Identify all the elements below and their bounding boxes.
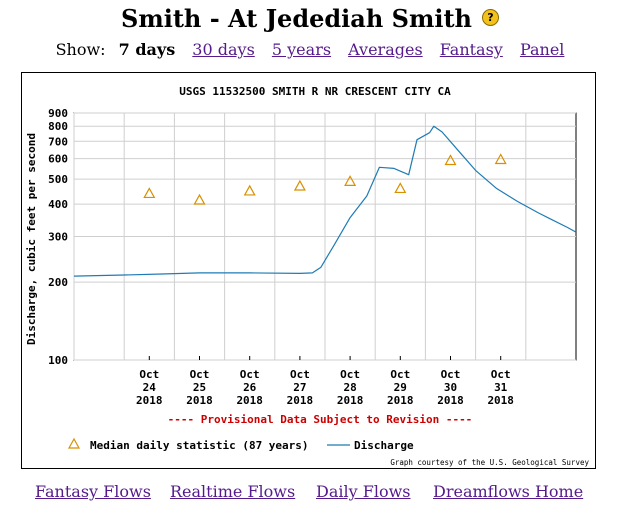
y-tick-label: 700 [48, 135, 68, 148]
x-tick-day: 31 [494, 381, 508, 394]
legend-median-label: Median daily statistic (87 years) [90, 439, 309, 452]
link-5-years[interactable]: 5 years [271, 40, 332, 59]
y-tick-label: 200 [48, 276, 68, 289]
y-tick-label: 500 [48, 173, 68, 186]
y-tick-label: 900 [48, 107, 68, 120]
link-panel[interactable]: Panel [519, 40, 565, 59]
show-nav: Show: 7 days 30 days 5 years Averages Fa… [0, 40, 620, 59]
x-tick-year: 2018 [136, 394, 163, 407]
median-marker [143, 187, 156, 199]
legend-discharge-label: Discharge [354, 439, 414, 452]
y-tick-label: 800 [48, 120, 68, 133]
x-tick-day: 25 [193, 381, 206, 394]
graph-frame: USGS 11532500 SMITH R NR CRESCENT CITY C… [21, 72, 596, 469]
grid [73, 112, 576, 361]
x-tick-year: 2018 [437, 394, 464, 407]
link-averages[interactable]: Averages [348, 40, 423, 59]
chart-title: USGS 11532500 SMITH R NR CRESCENT CITY C… [179, 85, 451, 98]
median-marker [394, 182, 407, 194]
link-fantasy[interactable]: Fantasy [439, 40, 503, 59]
x-tick-month: Oct [390, 368, 410, 381]
x-tick-year: 2018 [387, 394, 414, 407]
x-tick-year: 2018 [487, 394, 514, 407]
y-tick-label: 300 [48, 231, 68, 244]
x-tick-year: 2018 [287, 394, 314, 407]
x-tick-month: Oct [290, 368, 310, 381]
y-tick-label: 400 [48, 198, 68, 211]
x-tick-month: Oct [139, 368, 159, 381]
x-tick-day: 26 [243, 381, 257, 394]
provisional-note: ---- Provisional Data Subject to Revisio… [168, 413, 473, 426]
y-tick-label: 600 [48, 153, 68, 166]
discharge-chart: USGS 11532500 SMITH R NR CRESCENT CITY C… [25, 85, 589, 467]
x-tick-month: Oct [441, 368, 461, 381]
show-label: Show: [55, 40, 106, 59]
median-marker [494, 153, 507, 165]
x-tick-day: 24 [143, 381, 157, 394]
x-tick-month: Oct [340, 368, 360, 381]
usgs-credit: Graph courtesy of the U.S. Geological Su… [390, 458, 589, 467]
title-row: Smith - At Jedediah Smith? [0, 4, 620, 38]
x-tick-day: 30 [444, 381, 457, 394]
link-30-days[interactable]: 30 days [192, 40, 255, 59]
x-tick-year: 2018 [337, 394, 364, 407]
link-fantasy-flows[interactable]: Fantasy Flows [35, 482, 151, 501]
median-marker [444, 154, 457, 166]
current-range-7-days: 7 days [118, 40, 176, 59]
y-tick-label: 100 [48, 354, 68, 367]
link-realtime-flows[interactable]: Realtime Flows [170, 482, 296, 501]
x-tick-month: Oct [240, 368, 260, 381]
median-marker [243, 184, 256, 196]
series-layer [73, 125, 577, 277]
x-tick-year: 2018 [186, 394, 213, 407]
x-tick-month: Oct [491, 368, 511, 381]
y-axis-label: Discharge, cubic feet per second [25, 133, 38, 345]
x-tick-month: Oct [190, 368, 210, 381]
link-daily-flows[interactable]: Daily Flows [316, 482, 411, 501]
link-dreamflows-home[interactable]: Dreamflows Home [433, 482, 584, 501]
x-tick-labels: Oct242018Oct252018Oct262018Oct272018Oct2… [136, 368, 514, 407]
x-tick-day: 28 [343, 381, 356, 394]
legend: Median daily statistic (87 years) Discha… [67, 437, 414, 452]
page-title: Smith - At Jedediah Smith [121, 4, 472, 33]
discharge-line [73, 125, 577, 277]
x-tick-year: 2018 [236, 394, 263, 407]
median-marker [193, 193, 206, 205]
x-tick-day: 29 [394, 381, 407, 394]
legend-median-marker [67, 437, 81, 449]
question-mark-icon[interactable]: ? [482, 8, 499, 26]
x-tick-day: 27 [293, 381, 306, 394]
median-marker [344, 175, 357, 186]
median-marker [293, 179, 306, 191]
